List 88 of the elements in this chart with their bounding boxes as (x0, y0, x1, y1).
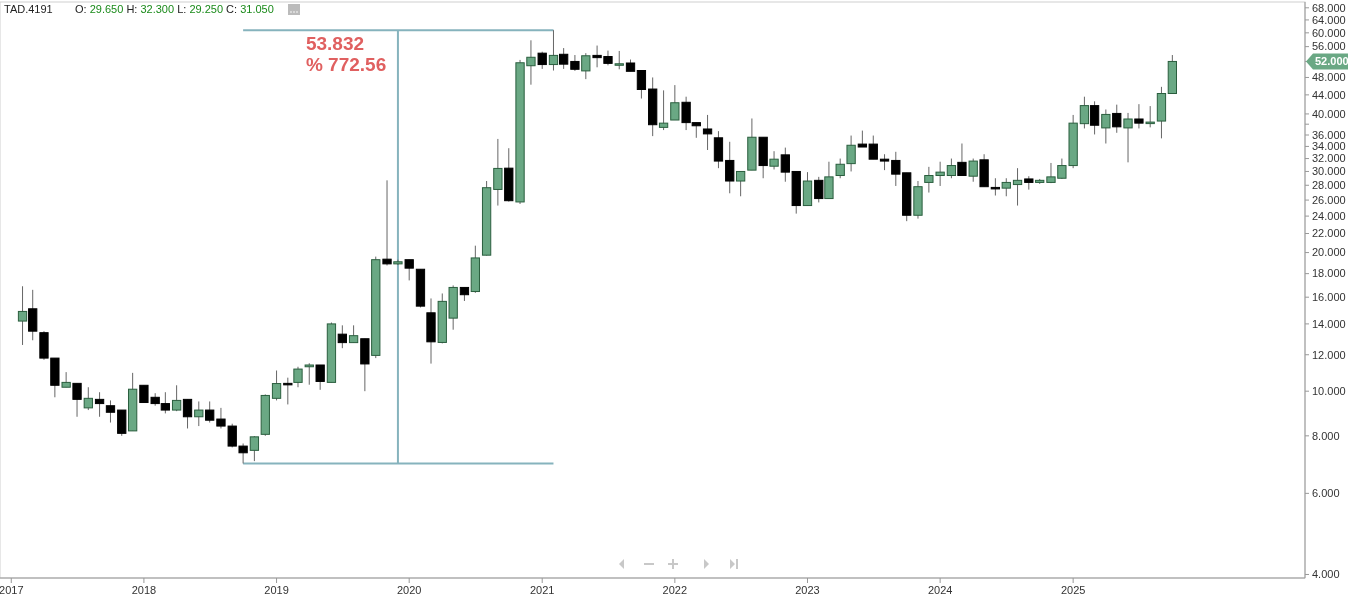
candlestick (1112, 104, 1122, 134)
candlestick (28, 289, 38, 341)
y-tick-label: 64.000 (1312, 13, 1346, 26)
candlestick (946, 158, 957, 179)
candlestick (61, 371, 71, 388)
candlestick (1101, 108, 1111, 145)
candlestick (658, 89, 669, 131)
y-tick-label: 32.000 (1312, 152, 1346, 165)
candlestick (1001, 177, 1011, 197)
candlestick (304, 362, 314, 386)
y-tick-label: 24.000 (1312, 209, 1346, 222)
x-tick-label: 2024 (927, 584, 953, 596)
candlestick (614, 50, 624, 70)
y-tick-label: 60.000 (1312, 26, 1346, 39)
x-tick-label: 2021 (529, 584, 555, 596)
chart-title: TAD.4191 (4, 3, 53, 15)
candlestick (194, 400, 204, 427)
candlestick (404, 259, 414, 281)
candlestick (769, 150, 779, 170)
candlestick (559, 47, 569, 70)
candlestick (846, 135, 856, 172)
annotation: 53.832 (305, 33, 365, 55)
candlestick (171, 384, 182, 412)
candlestick (271, 370, 282, 401)
y-tick-label: 4.000 (1312, 568, 1340, 581)
x-tick-label: 2019 (264, 584, 289, 596)
candlestick (117, 409, 127, 437)
text: 52.000 (1315, 55, 1349, 68)
candlestick (182, 398, 193, 429)
candlestick (283, 377, 293, 405)
candlestick (824, 161, 834, 200)
candlestick (493, 138, 503, 207)
annotation: % 772.56 (305, 54, 387, 76)
candlestick (725, 141, 735, 194)
candlestick (205, 400, 215, 424)
candlestick (1012, 167, 1023, 207)
candlestick (670, 84, 680, 121)
candlestick (957, 143, 967, 177)
candlestick (1123, 112, 1133, 163)
candlestick (1079, 96, 1090, 129)
candlestick (968, 158, 978, 183)
y-tick-label: 40.000 (1312, 107, 1346, 120)
candlestick (702, 114, 713, 151)
candlestick (735, 170, 746, 197)
candlestick (636, 70, 647, 100)
y-tick-label: 14.000 (1312, 317, 1346, 330)
y-tick-label: 22.000 (1312, 227, 1346, 240)
candlestick (83, 386, 93, 411)
y-tick-label: 30.000 (1312, 165, 1346, 178)
x-tick-label: 2020 (396, 584, 422, 596)
y-tick-label: 56.000 (1312, 40, 1346, 53)
y-tick-label: 10.000 (1312, 385, 1346, 398)
x-tick-label: 2018 (131, 584, 157, 596)
chart-subtitle: O: 29.650 H: 32.300 L: 29.250 C: 31.050 (75, 3, 274, 15)
y-tick-label: 20.000 (1312, 246, 1346, 259)
candlestick (548, 29, 559, 71)
y-tick-label: 6.000 (1312, 487, 1340, 500)
candlestick (835, 158, 845, 179)
candlestick (315, 364, 325, 391)
candlestick (249, 435, 260, 462)
y-tick-label: 44.000 (1312, 88, 1346, 101)
x-tick-label: 2025 (1060, 584, 1086, 596)
candlestick (1089, 100, 1100, 135)
candlestick (17, 285, 28, 346)
candlestick (293, 366, 303, 388)
candlestick (105, 399, 116, 424)
y-tick-label: 28.000 (1312, 179, 1346, 192)
y-tick-label: 12.000 (1312, 348, 1346, 361)
x-tick-label: 2017 (0, 584, 24, 596)
y-tick-label: 16.000 (1312, 291, 1346, 304)
y-tick-label: 48.000 (1312, 71, 1346, 84)
y-tick-label: 8.000 (1312, 429, 1340, 442)
candlestick (814, 176, 824, 203)
x-tick-label: 2022 (662, 584, 688, 596)
candlestick (1134, 103, 1144, 129)
candlestick (382, 179, 392, 266)
candlestick (1145, 105, 1155, 128)
y-tick-label: 36.000 (1312, 128, 1346, 141)
candlestick (94, 391, 105, 418)
candlestick (581, 52, 591, 80)
x-tick-label: 2023 (795, 584, 820, 596)
candlestick (337, 324, 347, 349)
candlestick (72, 382, 82, 418)
y-tick-label: 34.000 (1312, 140, 1346, 153)
y-tick-label: 68.000 (1312, 1, 1346, 14)
y-tick-label: 18.000 (1312, 267, 1346, 280)
y-tick-label: 26.000 (1312, 193, 1346, 206)
candlestick (713, 130, 724, 169)
